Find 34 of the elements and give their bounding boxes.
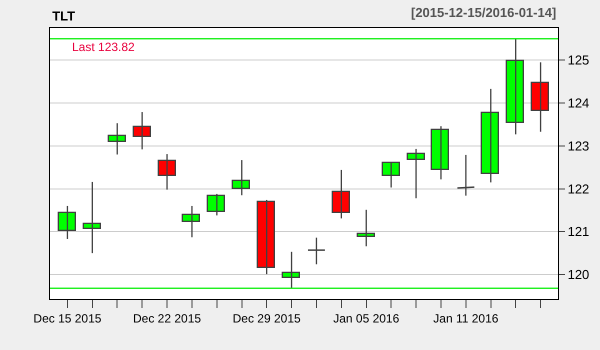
candlestick bbox=[406, 148, 425, 199]
candlestick bbox=[506, 38, 524, 135]
annotation: Last 123.82 bbox=[72, 40, 136, 54]
candlestick bbox=[356, 209, 375, 247]
x-tick-label: Dec 22 2015 bbox=[133, 311, 202, 326]
y-tick-label: 120 bbox=[568, 267, 590, 282]
candlestick bbox=[82, 181, 101, 254]
candlestick bbox=[282, 251, 300, 289]
x-tick-label: Jan 11 2016 bbox=[433, 311, 499, 326]
candlestick bbox=[132, 111, 151, 150]
candlestick bbox=[307, 237, 326, 265]
candlestick bbox=[382, 162, 400, 188]
y-tick-label: 122 bbox=[568, 181, 590, 196]
candlestick bbox=[182, 205, 200, 238]
candlestick bbox=[256, 199, 275, 275]
candlestick bbox=[332, 169, 350, 220]
y-tick-label: 125 bbox=[568, 52, 590, 68]
candlestick bbox=[206, 193, 225, 216]
candlestick bbox=[480, 88, 499, 184]
candlestick bbox=[232, 159, 250, 196]
candlestick bbox=[430, 126, 449, 180]
y-tick-label: 123 bbox=[568, 138, 590, 154]
y-tick-label: 121 bbox=[568, 224, 590, 240]
x-tick-label: Dec 15 2015 bbox=[33, 311, 102, 326]
y-tick-label: 124 bbox=[568, 96, 590, 111]
candlestick bbox=[158, 153, 176, 190]
candlestick bbox=[530, 62, 549, 132]
candlestick bbox=[108, 122, 126, 156]
chart-title: TLT bbox=[52, 8, 76, 24]
chart-subtitle: [2015-12-15/2016-01-14] bbox=[411, 5, 556, 20]
candlestick bbox=[456, 154, 476, 196]
x-tick-label: Dec 29 2015 bbox=[232, 311, 301, 326]
candlestick bbox=[58, 205, 76, 240]
x-tick-label: Jan 05 2016 bbox=[333, 311, 400, 326]
